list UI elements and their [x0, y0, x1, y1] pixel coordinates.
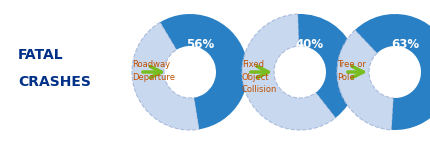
Text: Collision: Collision [241, 85, 277, 94]
Text: FATAL: FATAL [18, 48, 64, 62]
Text: Roadway: Roadway [132, 60, 170, 69]
Wedge shape [336, 30, 393, 130]
Wedge shape [132, 22, 199, 130]
Text: Pole: Pole [336, 72, 354, 81]
Wedge shape [297, 14, 357, 118]
Text: 56%: 56% [185, 38, 214, 50]
Text: 63%: 63% [390, 38, 418, 50]
Text: Fixed: Fixed [241, 60, 264, 69]
Text: CRASHES: CRASHES [18, 75, 91, 89]
Text: Object: Object [241, 72, 269, 81]
Text: Departure: Departure [132, 72, 175, 81]
Wedge shape [160, 14, 247, 129]
Text: 40%: 40% [295, 38, 323, 50]
Wedge shape [241, 14, 335, 130]
Text: Tree or: Tree or [336, 60, 365, 69]
Wedge shape [354, 14, 430, 130]
